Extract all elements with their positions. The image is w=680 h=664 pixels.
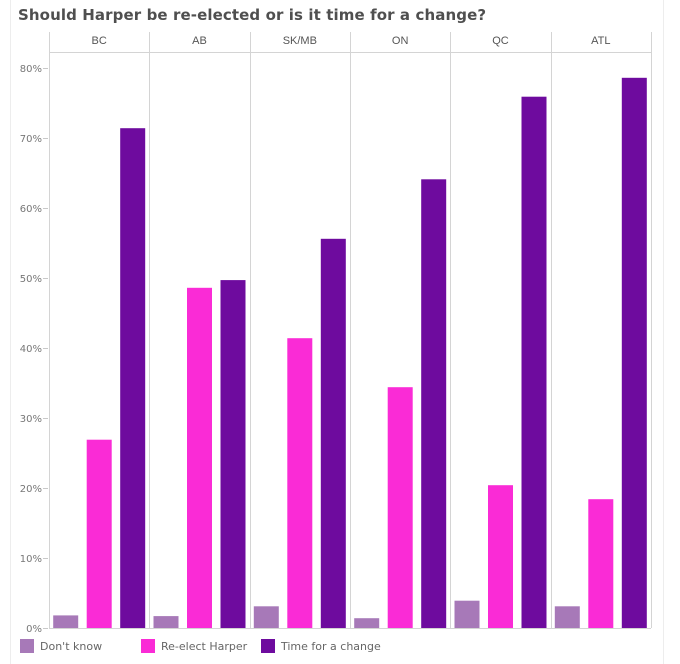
- legend-label-re-elect-harper: Re-elect Harper: [161, 639, 248, 653]
- legend-swatch-time-for-a-change: [261, 639, 275, 653]
- bar-bc-don-t-know[interactable]: [53, 615, 79, 628]
- y-tick-label: 0%: [26, 624, 42, 635]
- y-tick-label: 30%: [20, 414, 42, 425]
- bar-on-time-for-a-change[interactable]: [421, 179, 447, 629]
- y-tick-label: 60%: [20, 204, 42, 215]
- y-axis: 0% 10% 20% 30% 40% 50% 60% 70% 80%: [20, 64, 48, 635]
- legend-swatch-dont-know: [20, 639, 34, 653]
- y-tick-label: 10%: [20, 554, 42, 565]
- bar-on-re-elect-harper[interactable]: [387, 387, 413, 628]
- bars: [53, 77, 647, 629]
- legend-item-dont-know[interactable]: Don't know: [20, 639, 102, 653]
- bar-sk-mb-don-t-know[interactable]: [253, 606, 279, 628]
- left-frame-line: [10, 0, 11, 664]
- panel-header-on: ON: [392, 35, 409, 47]
- bar-qc-don-t-know[interactable]: [454, 600, 480, 628]
- legend-item-time-for-a-change[interactable]: Time for a change: [261, 639, 381, 653]
- bar-bc-time-for-a-change[interactable]: [120, 128, 146, 628]
- y-tick-label: 20%: [20, 484, 42, 495]
- legend-item-re-elect-harper[interactable]: Re-elect Harper: [141, 639, 247, 653]
- bar-qc-time-for-a-change[interactable]: [521, 96, 547, 628]
- bar-sk-mb-re-elect-harper[interactable]: [287, 338, 313, 628]
- bar-sk-mb-time-for-a-change[interactable]: [320, 238, 346, 629]
- legend-label-time-for-a-change: Time for a change: [281, 639, 381, 653]
- panel-header-qc: QC: [492, 35, 509, 47]
- panel-header-bc: BC: [92, 35, 107, 47]
- bar-ab-re-elect-harper[interactable]: [187, 287, 212, 628]
- plot-frame: [49, 32, 652, 629]
- bar-on-don-t-know[interactable]: [354, 618, 380, 628]
- y-tick-label: 50%: [20, 274, 42, 285]
- y-tick-label: 70%: [20, 134, 42, 145]
- bar-atl-time-for-a-change[interactable]: [621, 77, 647, 629]
- panel-headers: BC AB SK/MB ON QC ATL: [92, 35, 611, 47]
- bar-atl-re-elect-harper[interactable]: [588, 499, 614, 628]
- panel-header-atl: ATL: [591, 35, 610, 47]
- bar-bc-re-elect-harper[interactable]: [86, 439, 112, 628]
- legend-swatch-re-elect-harper: [141, 639, 155, 653]
- chart-title: Should Harper be re-elected or is it tim…: [18, 6, 487, 24]
- y-tick-label: 80%: [20, 64, 42, 75]
- bar-atl-don-t-know[interactable]: [554, 606, 580, 628]
- legend-label-dont-know: Don't know: [40, 639, 103, 653]
- y-tick-label: 40%: [20, 344, 42, 355]
- bar-qc-re-elect-harper[interactable]: [488, 485, 513, 628]
- right-frame-line: [663, 0, 664, 664]
- panel-header-ab: AB: [192, 35, 207, 47]
- bar-ab-don-t-know[interactable]: [153, 616, 179, 628]
- panel-header-sk-mb: SK/MB: [283, 35, 317, 47]
- bar-ab-time-for-a-change[interactable]: [220, 280, 246, 628]
